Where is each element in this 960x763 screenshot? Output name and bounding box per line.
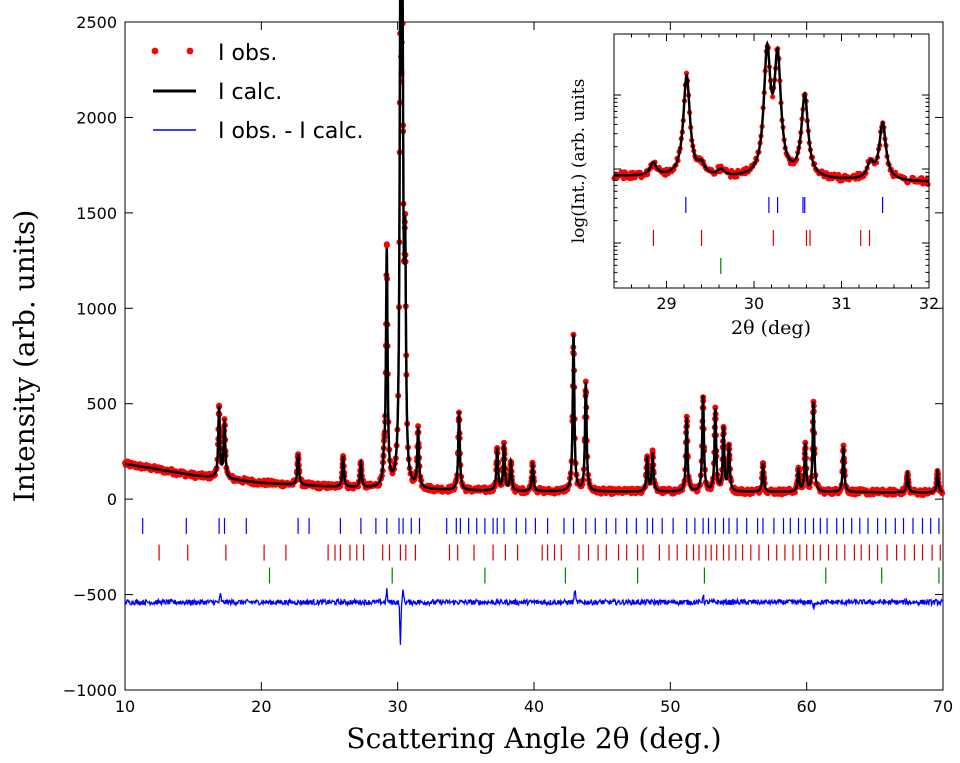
x-tick-label: 40	[524, 697, 544, 716]
inset-plot-background	[614, 34, 929, 288]
y-tick-label: 1500	[76, 204, 117, 223]
legend-label-obs: I obs.	[218, 41, 277, 66]
x-tick-label: 60	[796, 697, 816, 716]
main-y-axis-label: Intensity (arb. units)	[8, 210, 41, 503]
main-x-axis-label: Scattering Angle 2θ (deg.)	[346, 722, 721, 755]
inset-x-axis-label: 2θ (deg)	[731, 317, 811, 339]
inset-y-axis-label: log(Int.) (arb. units	[569, 79, 589, 244]
series-difference	[124, 588, 944, 645]
legend-label-diff: I obs. - I calc.	[218, 119, 364, 144]
y-tick-label: 0	[107, 490, 117, 509]
x-tick-label: 10	[115, 697, 135, 716]
main-plot: 10 20 30 40 50 60 70 −1000 −500 0 500 1000 1500 2000 2…	[8, 0, 953, 755]
phase-1-reflection-ticks	[142, 517, 940, 534]
y-tick-label: −500	[73, 586, 117, 605]
x-tick-label: 70	[933, 697, 953, 716]
y-tick-label: 2500	[76, 13, 117, 32]
phase-2-reflection-ticks	[158, 544, 941, 561]
x-tick-label: 30	[387, 697, 407, 716]
inset-x-tick-label: 32	[919, 294, 939, 313]
phase-3-reflection-ticks	[268, 567, 940, 584]
legend-label-calc: I calc.	[218, 80, 282, 105]
inset-x-tick-label: 30	[744, 294, 764, 313]
y-tick-label: 1000	[76, 299, 117, 318]
legend-marker-obs-dot-2	[186, 47, 194, 55]
inset-x-tick-label: 31	[831, 294, 851, 313]
legend: I obs. I calc. I obs. - I calc.	[151, 41, 364, 144]
y-tick-label: −1000	[63, 681, 117, 700]
main-data-layer	[122, 0, 946, 645]
inset-x-tick-label: 29	[656, 294, 676, 313]
inset-observed-point	[770, 94, 776, 100]
x-tick-label: 20	[251, 697, 271, 716]
x-tick-label: 50	[660, 697, 680, 716]
legend-marker-obs-dot-1	[151, 47, 159, 55]
inset-plot: 29 30 31 32 2θ (deg) log(Int.) (arb. units	[569, 33, 939, 339]
y-tick-label: 2000	[76, 108, 117, 127]
inset-observed-point	[925, 181, 931, 187]
y-tick-label: 500	[86, 395, 117, 414]
observed-point	[383, 241, 390, 248]
